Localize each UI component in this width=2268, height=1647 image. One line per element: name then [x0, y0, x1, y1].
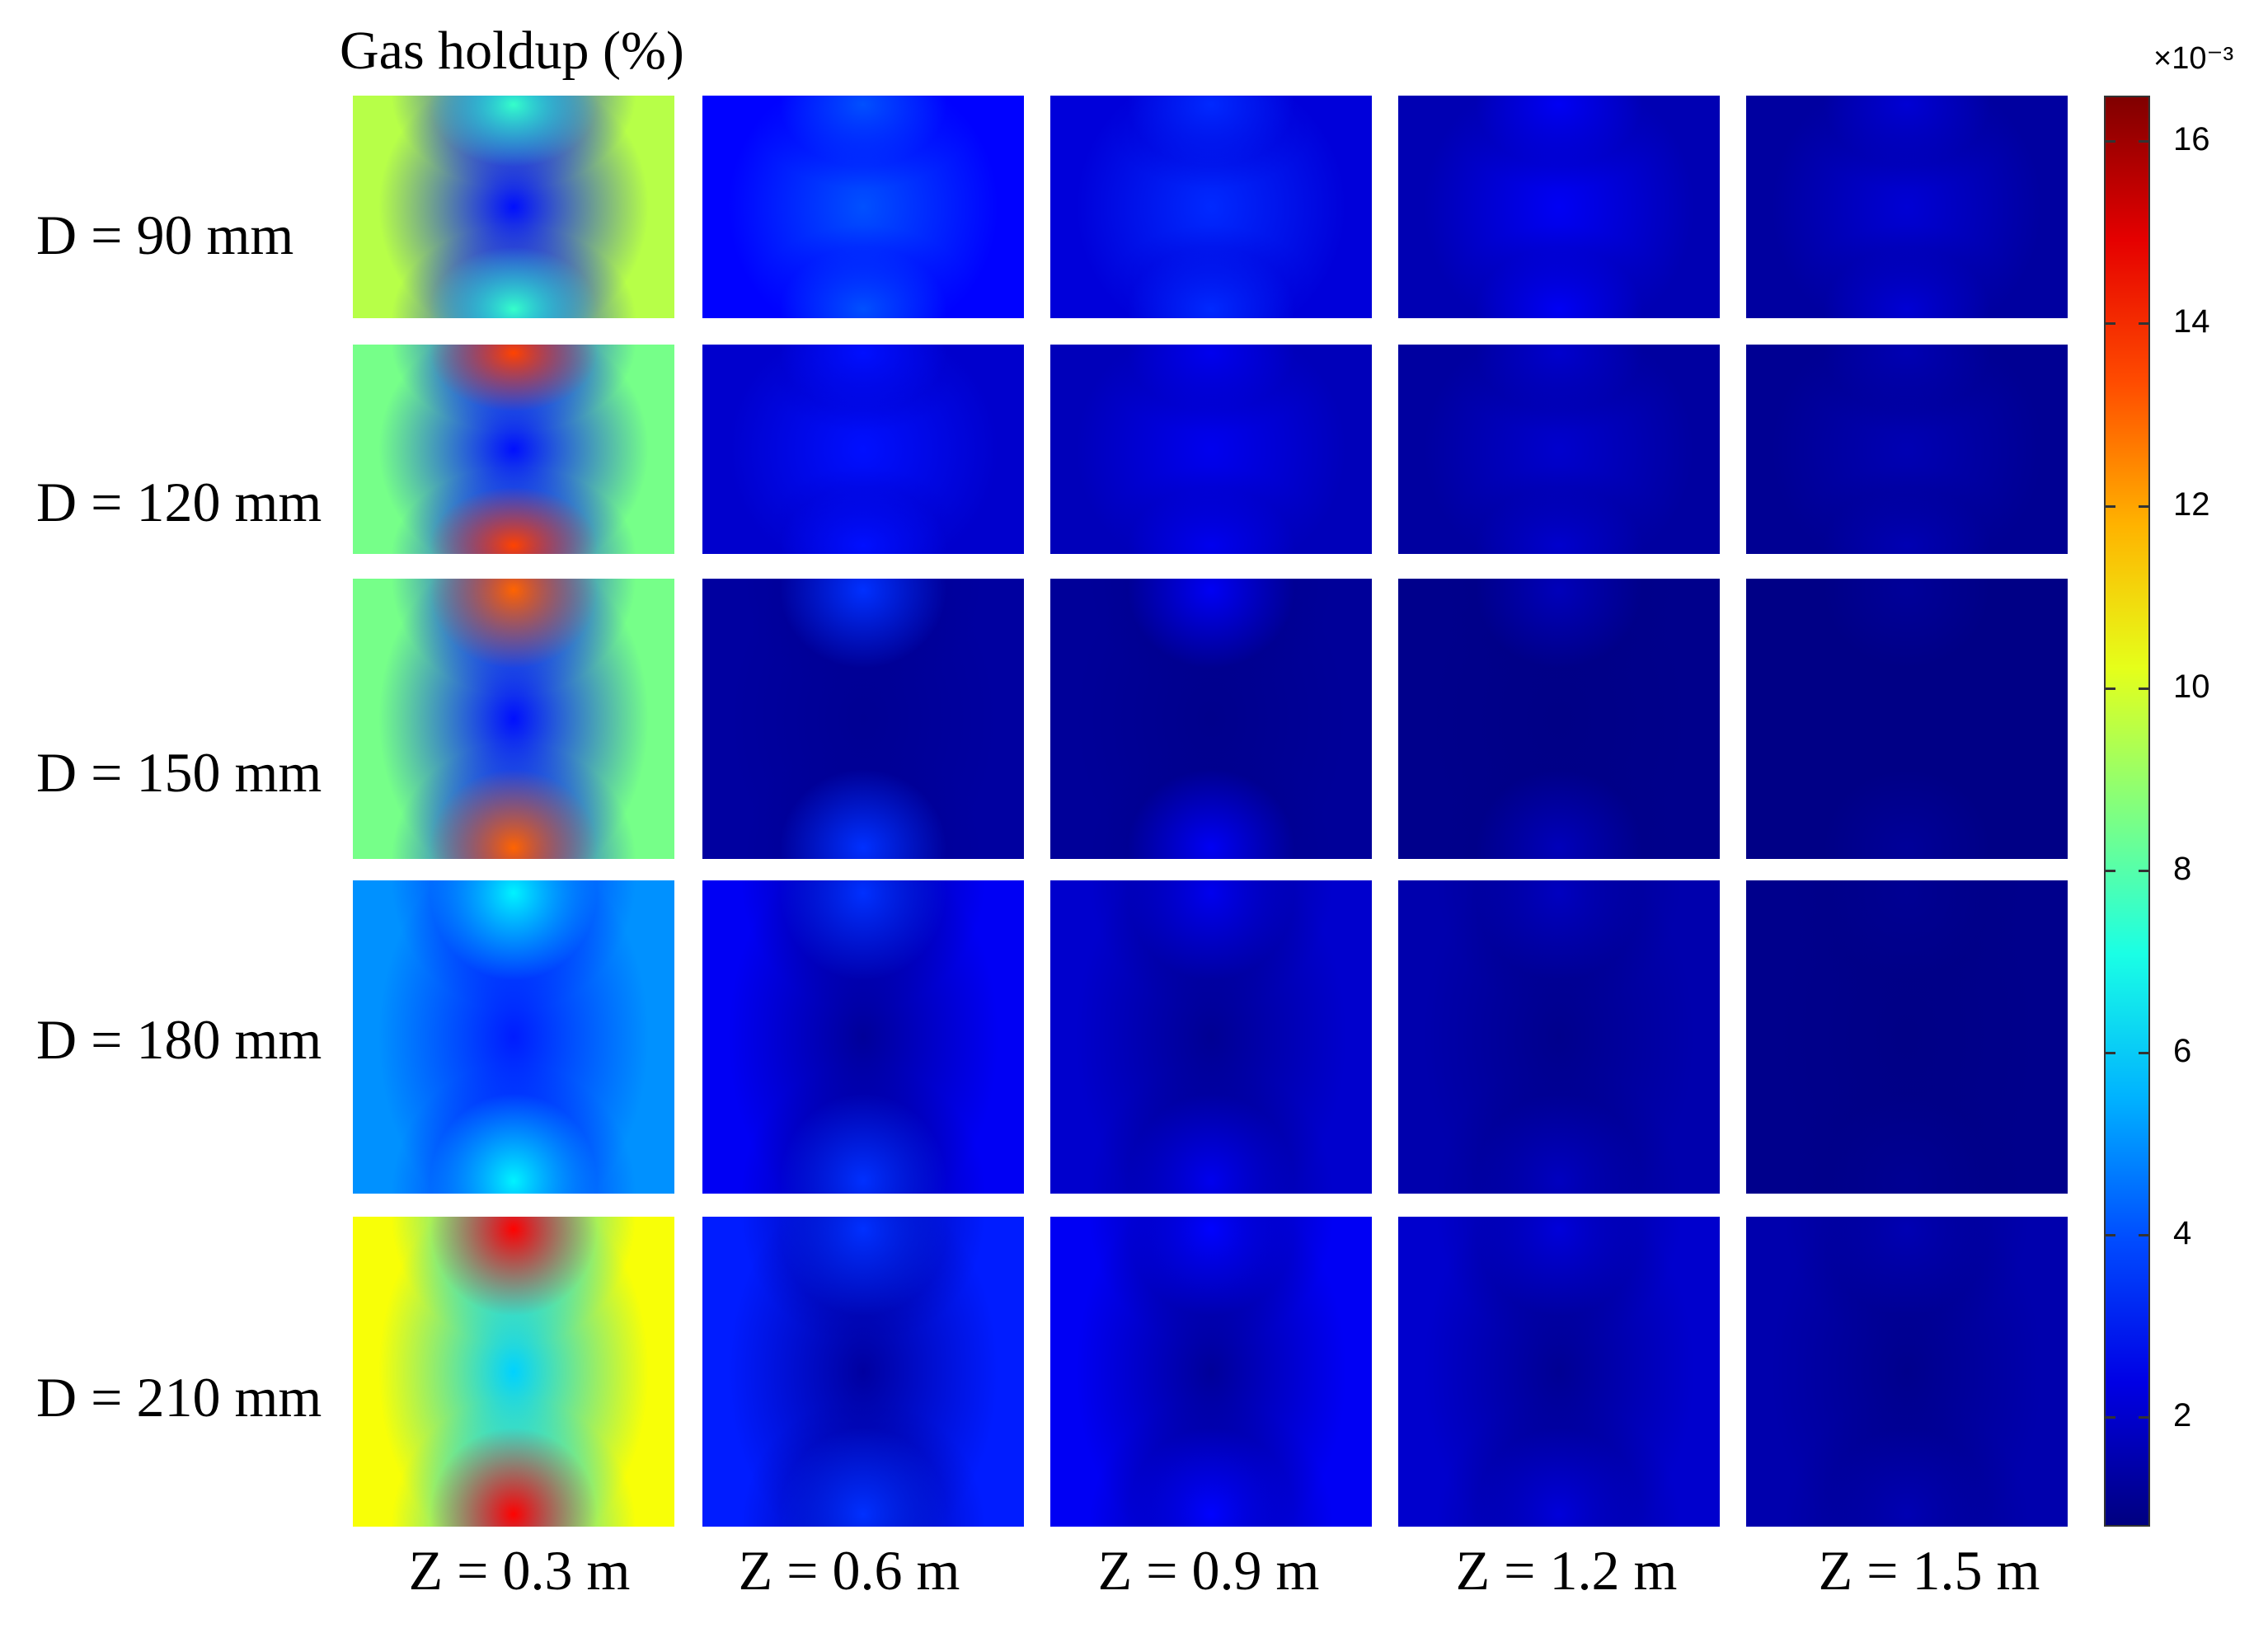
colorbar-tick-mark [2139, 1052, 2150, 1055]
heatmap-panel [1398, 1217, 1720, 1527]
heatmap-panel [1398, 880, 1720, 1194]
row-label-d210: D = 210 mm [36, 1366, 322, 1429]
colorbar-tick-label: 8 [2173, 850, 2192, 887]
heatmap-panel [1746, 345, 2068, 554]
colorbar-tick-label: 12 [2173, 486, 2210, 523]
col-label-z12: Z = 1.2 m [1455, 1539, 1678, 1602]
row-label-d180: D = 180 mm [36, 1008, 322, 1071]
colorbar-tick-label: 10 [2173, 668, 2210, 705]
heatmap-panel [353, 345, 674, 554]
heatmap-panel [702, 880, 1024, 1194]
colorbar-tick-label: 6 [2173, 1033, 2192, 1070]
col-label-z09: Z = 0.9 m [1097, 1539, 1320, 1602]
colorbar-tick-mark [2104, 140, 2115, 143]
colorbar-tick-mark [2104, 504, 2115, 508]
colorbar-tick-mark [2139, 322, 2150, 326]
heatmap-panel [1050, 579, 1372, 859]
heatmap-panel [1050, 880, 1372, 1194]
heatmap-panel [1398, 345, 1720, 554]
heatmap-panel [353, 1217, 674, 1527]
colorbar-tick-mark [2139, 504, 2150, 508]
heatmap-panel [1050, 1217, 1372, 1527]
colorbar-tick-label: 14 [2173, 303, 2210, 340]
col-label-z15: Z = 1.5 m [1818, 1539, 2040, 1602]
colorbar-tick-label: 2 [2173, 1397, 2192, 1434]
heatmap-panel [1746, 96, 2068, 318]
col-label-z06: Z = 0.6 m [738, 1539, 960, 1602]
colorbar-tick-mark [2139, 1416, 2150, 1419]
heatmap-panel [353, 579, 674, 859]
colorbar-tick-mark [2104, 1416, 2115, 1419]
heatmap-panel [1050, 96, 1372, 318]
col-label-z03: Z = 0.3 m [408, 1539, 631, 1602]
heatmap-panel [702, 345, 1024, 554]
colorbar-tick-label: 16 [2173, 121, 2210, 158]
chart-title: Gas holdup (%) [340, 21, 684, 81]
heatmap-panel [702, 1217, 1024, 1527]
colorbar-multiplier: ×10⁻³ [2153, 41, 2234, 76]
colorbar-tick-mark [2139, 869, 2150, 872]
row-label-d90: D = 90 mm [36, 204, 294, 266]
row-label-d120: D = 120 mm [36, 471, 322, 533]
colorbar-tick-mark [2139, 687, 2150, 690]
colorbar-tick-mark [2139, 140, 2150, 143]
colorbar-tick-mark [2104, 687, 2115, 690]
colorbar-tick-mark [2104, 1234, 2115, 1237]
colorbar-tick-label: 4 [2173, 1215, 2192, 1252]
heatmap-panel [353, 880, 674, 1194]
heatmap-panel [1050, 345, 1372, 554]
heatmap-panel [1746, 579, 2068, 859]
heatmap-panel [1746, 1217, 2068, 1527]
heatmap-panel [1398, 579, 1720, 859]
heatmap-panel [702, 96, 1024, 318]
colorbar-tick-mark [2104, 1052, 2115, 1055]
colorbar [2104, 96, 2150, 1527]
heatmap-panel [1746, 880, 2068, 1194]
colorbar-tick-mark [2139, 1234, 2150, 1237]
heatmap-panel [353, 96, 674, 318]
colorbar-tick-mark [2104, 869, 2115, 872]
row-label-d150: D = 150 mm [36, 741, 322, 804]
heatmap-panel [1398, 96, 1720, 318]
colorbar-tick-mark [2104, 322, 2115, 326]
heatmap-panel [702, 579, 1024, 859]
